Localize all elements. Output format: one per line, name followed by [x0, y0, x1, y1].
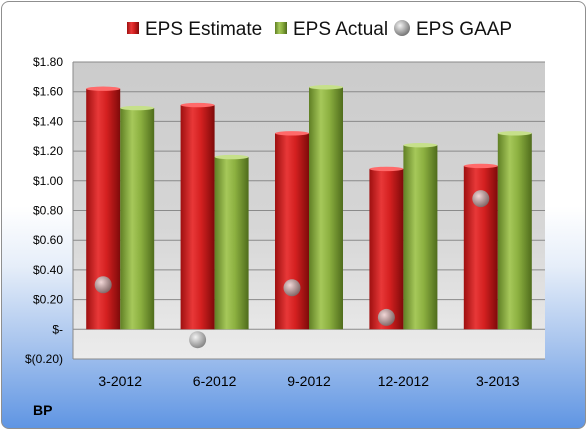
legend-swatch-eps-estimate	[127, 22, 139, 34]
eps-gaap-marker	[189, 331, 207, 349]
eps-actual-bar-top	[214, 154, 249, 160]
eps-actual-bar-top	[403, 142, 438, 148]
y-tick-label: $(0.20)	[25, 352, 63, 366]
y-tick-label: $1.00	[33, 174, 63, 188]
eps-actual-bar-top	[120, 105, 155, 111]
y-tick-label: $1.40	[33, 114, 63, 128]
y-axis-ticks: $1.80 $1.60 $1.40 $1.20 $1.00 $0.80 $0.60 $0.40…	[25, 55, 63, 366]
x-tick-label: 12-2012	[378, 373, 430, 389]
legend-label-eps-actual: EPS Actual	[293, 19, 388, 40]
x-tick-label: 3-2012	[98, 373, 142, 389]
y-tick-label: $1.60	[33, 85, 63, 99]
y-tick-label: $-	[52, 322, 63, 336]
eps-actual-bar	[214, 157, 249, 330]
eps-estimate-bar	[369, 168, 404, 330]
eps-actual-bar	[120, 108, 155, 330]
eps-estimate-bar-top	[369, 166, 404, 172]
x-axis-ticks: 3-2012 6-2012 9-2012 12-2012 3-2013	[98, 373, 519, 389]
eps-estimate-bar	[180, 105, 215, 330]
eps-actual-bar	[403, 145, 438, 330]
y-tick-label: $1.20	[33, 144, 63, 158]
eps-actual-bar-top	[309, 85, 343, 90]
legend-swatch-eps-actual	[275, 22, 287, 34]
gaap-markers-group	[94, 190, 490, 349]
eps-estimate-bar	[275, 133, 309, 330]
eps-actual-bar-top	[497, 131, 532, 136]
x-tick-label: 6-2012	[193, 373, 237, 389]
eps-actual-bar	[497, 133, 532, 330]
y-tick-label: $0.40	[33, 263, 63, 277]
eps-gaap-marker	[94, 276, 112, 294]
eps-gaap-marker	[472, 190, 490, 208]
y-tick-label: $0.60	[33, 233, 63, 247]
y-tick-label: $0.80	[33, 204, 63, 218]
legend-label-eps-estimate: EPS Estimate	[145, 19, 262, 40]
legend-swatch-eps-gaap	[394, 20, 410, 36]
company-label: BP	[33, 402, 53, 418]
eps-estimate-bar-top	[86, 86, 121, 91]
x-tick-label: 9-2012	[287, 373, 331, 389]
x-tick-label: 3-2013	[476, 373, 520, 389]
eps-actual-bar	[309, 87, 343, 330]
y-tick-label: $0.20	[33, 293, 63, 307]
eps-gaap-marker	[283, 279, 301, 297]
eps-estimate-bar-top	[180, 102, 215, 108]
eps-estimate-bar-top	[463, 163, 498, 169]
eps-gaap-marker	[377, 308, 395, 326]
bars-group	[86, 85, 532, 330]
legend-label-eps-gaap: EPS GAAP	[416, 19, 512, 40]
eps-estimate-bar-top	[275, 131, 309, 136]
legend: EPS Estimate EPS Actual EPS GAAP	[127, 19, 512, 40]
y-tick-label: $1.80	[33, 55, 63, 69]
